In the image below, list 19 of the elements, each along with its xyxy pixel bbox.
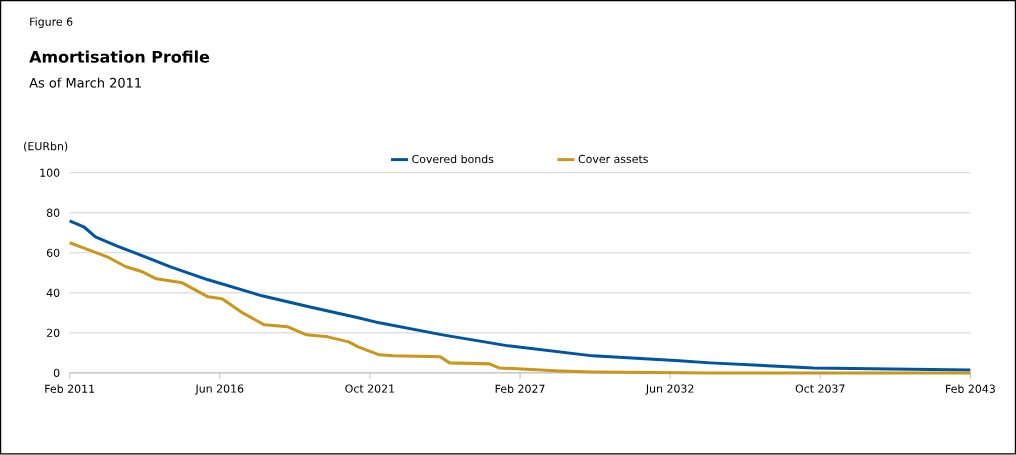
y-tick-label: 40 (46, 288, 60, 298)
x-tick-label: Oct 2021 (345, 384, 395, 393)
y-tick-label: 100 (40, 168, 60, 178)
y-axis-title: (EURbn) (24, 142, 68, 152)
y-tick-label: 0 (53, 368, 60, 378)
legend-label: Cover assets (578, 155, 648, 164)
y-tick-label: 80 (46, 208, 60, 218)
chart-title: Amortisation Profile (29, 50, 210, 64)
x-tick-label: Jun 2032 (645, 384, 694, 395)
caption: Figure 6 (30, 17, 73, 29)
legend-label: Covered bonds (412, 154, 494, 164)
y-tick-label: 60 (46, 248, 60, 258)
x-tick-label: Feb 2027 (495, 384, 545, 394)
y-tick-label: 20 (46, 328, 60, 338)
x-tick-label: Jun 2016 (194, 384, 244, 395)
x-tick-label: Oct 2037 (795, 384, 845, 393)
x-tick-label: Feb 2011 (45, 384, 95, 394)
x-tick-label: Feb 2043 (946, 384, 995, 394)
chart-subtitle: As of March 2011 (29, 77, 141, 88)
